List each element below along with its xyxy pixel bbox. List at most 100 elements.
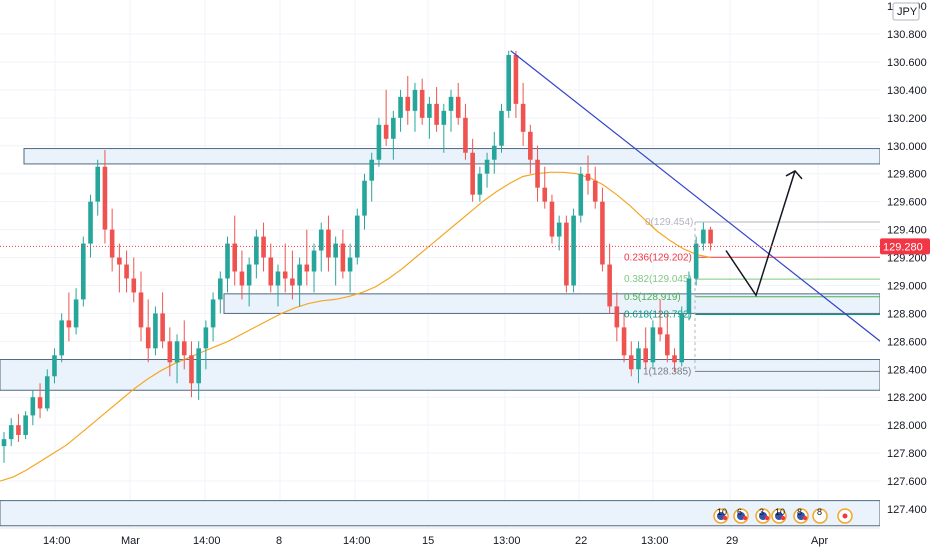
candle [354,208,360,265]
candle [657,299,663,342]
candle [95,159,101,216]
candle [556,215,562,251]
flag-badge-icon [780,515,786,521]
candle-body [607,264,612,307]
descending-trendline[interactable] [510,50,894,352]
trendline[interactable] [510,50,894,352]
candle-body [665,334,670,356]
candle-body [535,159,540,188]
candle [160,292,165,349]
candle-body [181,341,187,356]
candle [506,50,511,118]
projection-path[interactable] [725,169,803,298]
projection-line[interactable] [725,170,796,298]
candle [81,236,86,307]
candle-body [477,173,483,195]
candle-body [311,250,317,272]
event-marker[interactable]: 10 [713,507,729,524]
candle-body [232,243,238,272]
candle [318,222,324,272]
event-markers[interactable]: 10 6 3 10 8 8 [713,507,853,524]
candle [174,334,180,384]
candle-body [73,299,79,328]
candles [1,50,713,463]
price-tick-label: 128.800 [887,308,927,320]
candle [88,194,93,258]
candle-body [354,215,360,258]
candle-body [455,96,461,118]
candle [665,313,670,363]
fibonacci-retracement[interactable]: 0(129.454) 0.236(129.202) 0.382(129.045) 0.… [624,217,880,377]
last-price-badge[interactable] [880,238,930,255]
candle [383,89,389,146]
price-tick-label: 129.600 [887,197,927,209]
candle-body [254,236,259,265]
candle [311,243,317,293]
candle-body [23,415,28,435]
candle [268,243,274,293]
candle [427,96,432,139]
candle-body [701,229,706,244]
price-tick-label: 128.000 [887,420,927,432]
event-marker[interactable]: 8 [793,507,809,524]
price-tick-label: 129.200 [887,253,927,265]
event-marker[interactable]: 8 [812,507,828,524]
candle [672,348,677,373]
price-tick-label: 130.200 [887,113,927,125]
candle-body [672,355,677,363]
candle [643,327,648,370]
candle [297,257,302,307]
currency-badge[interactable] [892,2,920,21]
candle-body [542,187,548,202]
candle [513,50,519,118]
event-marker[interactable]: 3 [755,507,771,524]
event-marker[interactable] [837,508,853,524]
candle-body [434,103,439,125]
candle-body [506,54,511,111]
candle [23,411,28,440]
candle [398,89,403,132]
event-marker[interactable]: 10 [771,507,787,524]
candle [347,243,353,293]
candle-body [138,292,144,328]
candle-body [528,131,533,160]
price-tick-label: 128.600 [887,336,927,348]
candle [145,299,151,363]
candle-body [362,180,367,216]
candle [275,264,281,307]
candle [607,243,612,314]
candle-body [347,257,353,272]
event-marker[interactable]: 6 [733,507,749,524]
candle-body [614,306,620,328]
candle [66,292,72,342]
candle-body [491,145,497,160]
fib-label-0.382: 0.382(129.045) [624,274,692,285]
candle [304,229,310,286]
candle [636,341,641,384]
candle [455,82,461,125]
candle-body [686,278,692,314]
time-tick-label: 15 [422,535,434,547]
candle-body [117,257,122,265]
candle-body [333,243,338,258]
candle [708,226,713,251]
candle [499,103,504,153]
candle-body [513,54,519,104]
candle-body [44,376,50,409]
candle [203,320,209,370]
candle [585,155,591,195]
price-tick-label: 130.800 [887,29,927,41]
candle-body [470,152,475,195]
candle-body [340,243,346,272]
time-axis[interactable]: 14:00 Mar 14:00 8 14:00 15 13:00 22 13:00 29 Apr [0,527,880,547]
candle-body [203,327,209,349]
candle-body [578,173,584,216]
candle-body [239,271,245,286]
candle-body [391,117,396,139]
flag-badge-icon [742,515,748,521]
arrow-head-icon [785,169,803,180]
candle-body [326,229,331,258]
